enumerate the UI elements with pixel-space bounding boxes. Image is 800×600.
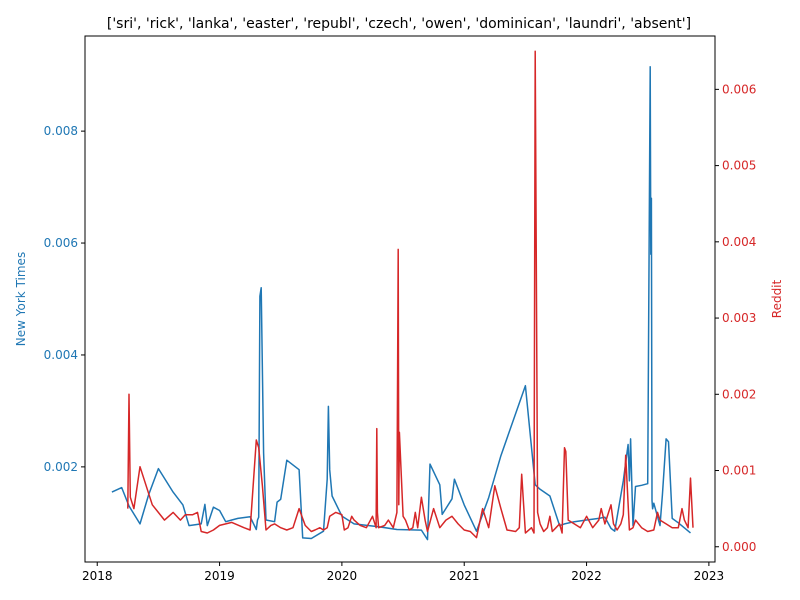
y-right-tick-label: 0.005 xyxy=(722,159,756,173)
y-right-tick-label: 0.001 xyxy=(722,464,756,478)
chart-title: ['sri', 'rick', 'lanka', 'easter', 'repu… xyxy=(107,16,691,32)
x-tick-label: 2021 xyxy=(449,569,480,583)
y-left-tick-label: 0.002 xyxy=(44,460,78,474)
y-axis-left-title: New York Times xyxy=(14,252,28,346)
y-right-tick-label: 0.004 xyxy=(722,235,756,249)
y-left-tick-label: 0.008 xyxy=(44,124,78,138)
y-left-tick-label: 0.004 xyxy=(44,348,78,362)
plot-frame xyxy=(84,35,716,563)
series-line-right xyxy=(127,50,694,539)
x-tick-label: 2018 xyxy=(82,569,113,583)
x-tick-label: 2019 xyxy=(204,569,235,583)
series-layer xyxy=(111,50,694,541)
y-axis-left: 0.002 0.004 0.006 0.008 xyxy=(44,124,85,474)
x-tick-label: 2020 xyxy=(327,569,358,583)
series-line-left xyxy=(111,66,691,541)
x-axis: 2018 2019 2020 2021 2022 2023 xyxy=(82,562,724,583)
y-left-tick-label: 0.006 xyxy=(44,236,78,250)
y-right-tick-label: 0.003 xyxy=(722,311,756,325)
y-right-tick-label: 0.002 xyxy=(722,387,756,401)
x-tick-label: 2022 xyxy=(571,569,602,583)
y-right-tick-label: 0.000 xyxy=(722,540,756,554)
x-tick-label: 2023 xyxy=(694,569,725,583)
y-axis-right: 0.000 0.001 0.002 0.003 0.004 0.005 0.006 xyxy=(715,82,756,554)
y-axis-right-title: Reddit xyxy=(770,279,784,318)
y-right-tick-label: 0.006 xyxy=(722,82,756,96)
